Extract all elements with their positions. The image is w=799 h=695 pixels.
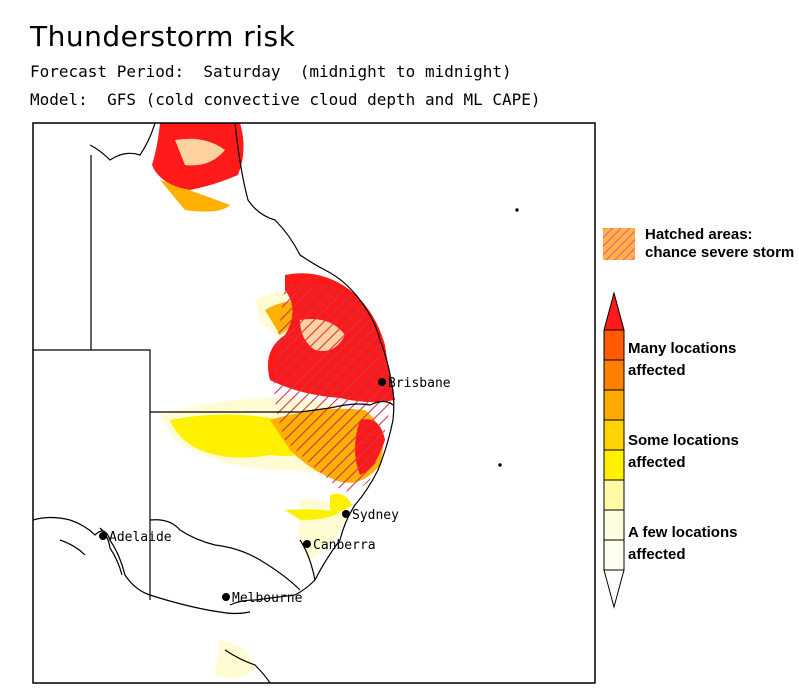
svg-text:Brisbane: Brisbane <box>388 376 451 391</box>
legend-some-line1: Some locations <box>628 432 739 449</box>
colorbar-level-3 <box>603 449 625 481</box>
city-canberra: Canberra <box>303 538 376 553</box>
legend-many-line2: affected <box>628 362 686 379</box>
hatch-label-line1: Hatched areas: <box>645 226 753 243</box>
city-adelaide: Adelaide <box>99 530 172 545</box>
colorbar-level-1 <box>603 509 625 541</box>
map-canvas <box>33 123 519 683</box>
map-frame <box>32 122 596 684</box>
colorbar-level-4 <box>603 419 625 451</box>
svg-text:Sydney: Sydney <box>352 508 399 523</box>
legend-some-line2: affected <box>628 454 686 471</box>
model-description: Model: GFS (cold convective cloud depth … <box>30 90 541 109</box>
colorbar-level-2 <box>603 479 625 511</box>
colorbar-top-arrow <box>603 291 625 331</box>
legend-many-line1: Many locations <box>628 340 736 357</box>
legend-colorbar <box>603 291 625 609</box>
city-markers: Brisbane Sydney Canberra Adelaide Melbou… <box>99 376 451 606</box>
colorbar-bottom-arrow <box>603 569 625 609</box>
city-melbourne: Melbourne <box>222 591 303 606</box>
hatch-swatch <box>603 228 635 260</box>
colorbar-level-7 <box>603 329 625 361</box>
severe-hatched-area <box>273 282 392 492</box>
islands <box>498 208 519 467</box>
hatch-label-line2: chance severe storm <box>645 244 794 261</box>
legend-few-line1: A few locations <box>628 524 737 541</box>
colorbar-level-5 <box>603 389 625 421</box>
svg-text:Melbourne: Melbourne <box>232 591 303 606</box>
svg-text:Adelaide: Adelaide <box>109 530 172 545</box>
svg-text:Canberra: Canberra <box>313 538 376 553</box>
colorbar-level-0 <box>603 539 625 571</box>
legend-hatch: Hatched areas: chance severe storm <box>603 226 794 261</box>
map-title: Thunderstorm risk <box>30 20 296 53</box>
colorbar-level-6 <box>603 359 625 391</box>
forecast-period: Forecast Period: Saturday (midnight to m… <box>30 62 512 81</box>
city-sydney: Sydney <box>342 508 399 523</box>
city-brisbane: Brisbane <box>378 376 451 391</box>
state-borders <box>33 155 394 600</box>
legend-few-line2: affected <box>628 546 686 563</box>
